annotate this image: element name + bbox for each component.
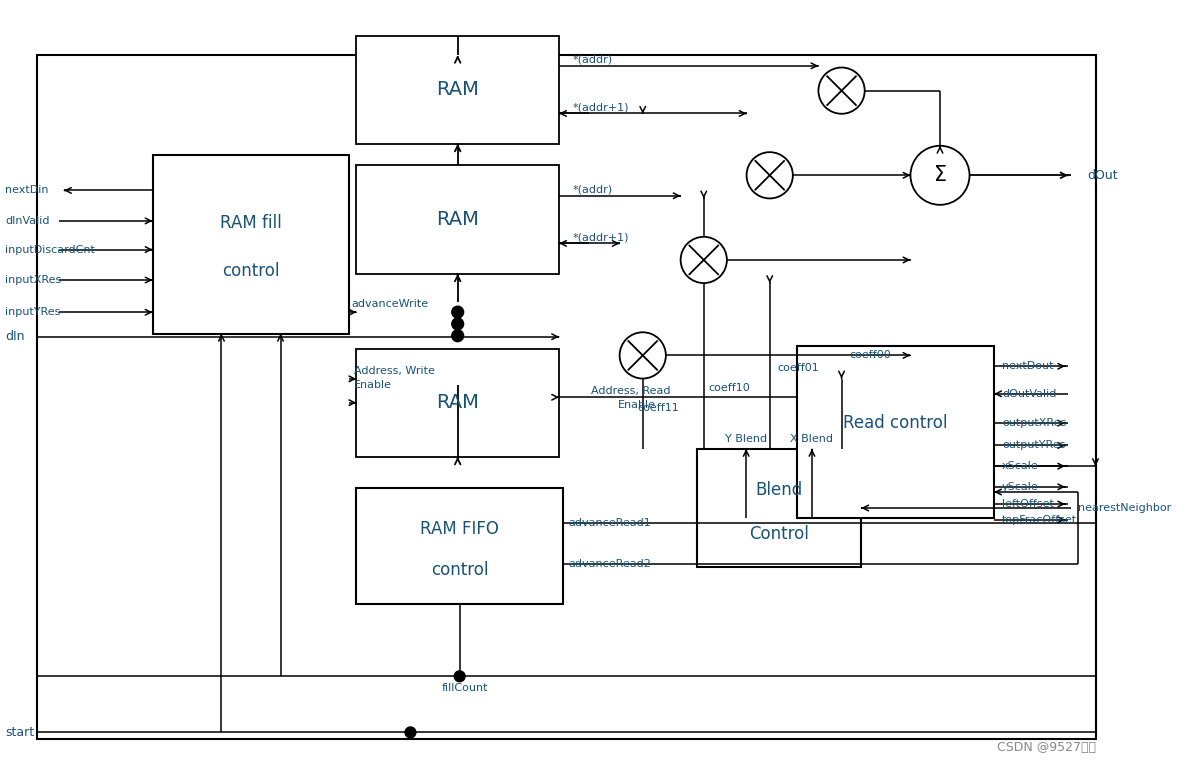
Text: Blend: Blend [756, 481, 803, 499]
Text: advanceWrite: advanceWrite [352, 299, 429, 309]
Text: nearestNeighbor: nearestNeighbor [1078, 503, 1171, 513]
Bar [356, 36, 560, 143]
Circle shape [451, 306, 463, 318]
Text: dInValid: dInValid [5, 216, 50, 226]
Text: control: control [431, 561, 488, 578]
Text: CSDN @9527华安: CSDN @9527华安 [997, 741, 1095, 754]
Circle shape [454, 671, 465, 681]
Text: Address, Read: Address, Read [590, 386, 670, 396]
Text: coeff10: coeff10 [709, 383, 751, 393]
Text: Enable: Enable [618, 400, 656, 410]
Text: topFracOffset: topFracOffset [1001, 515, 1078, 525]
Bar [356, 488, 563, 604]
Text: Enable: Enable [354, 380, 392, 390]
Text: RAM: RAM [436, 80, 479, 99]
Text: *(addr+1): *(addr+1) [573, 233, 630, 243]
Text: RAM: RAM [436, 210, 479, 229]
Circle shape [451, 318, 463, 330]
Text: dOutValid: dOutValid [1001, 389, 1056, 399]
Circle shape [910, 146, 969, 204]
Text: leftOffset: leftOffset [1001, 499, 1054, 509]
Text: nextDout: nextDout [1001, 361, 1054, 372]
Text: dIn: dIn [5, 330, 25, 343]
Text: advanceRead1: advanceRead1 [568, 518, 651, 528]
Text: yScale: yScale [1001, 481, 1038, 492]
Text: fillCount: fillCount [441, 683, 488, 693]
Bar [697, 449, 861, 567]
Circle shape [746, 152, 792, 198]
Text: *(addr+1): *(addr+1) [573, 102, 630, 113]
Circle shape [819, 67, 865, 114]
Text: control: control [222, 262, 279, 280]
Text: RAM: RAM [436, 393, 479, 412]
Bar [356, 349, 560, 457]
Circle shape [681, 237, 727, 283]
Text: X Blend: X Blend [790, 434, 834, 444]
Text: advanceRead2: advanceRead2 [568, 559, 651, 568]
Text: coeff00: coeff00 [849, 350, 891, 360]
Bar [152, 155, 349, 333]
Text: Y Blend: Y Blend [725, 434, 767, 444]
Text: coeff01: coeff01 [778, 363, 820, 373]
Circle shape [620, 332, 665, 378]
Text: inputDiscardCnt: inputDiscardCnt [5, 245, 95, 255]
Text: outputXRes: outputXRes [1001, 418, 1067, 428]
Text: RAM fill: RAM fill [220, 214, 282, 232]
Text: RAM FIFO: RAM FIFO [421, 520, 499, 538]
Text: $\Sigma$: $\Sigma$ [933, 166, 947, 185]
Text: *(addr): *(addr) [573, 55, 613, 65]
Text: *(addr): *(addr) [573, 185, 613, 195]
Text: Address, Write: Address, Write [354, 366, 435, 376]
Text: nextDin: nextDin [5, 185, 49, 195]
Text: inputYRes: inputYRes [5, 307, 61, 317]
Text: inputXRes: inputXRes [5, 275, 61, 285]
Text: coeff11: coeff11 [638, 403, 680, 413]
Bar [356, 166, 560, 274]
Text: Read control: Read control [843, 414, 948, 432]
Text: Control: Control [750, 525, 809, 543]
Text: start: start [5, 726, 34, 739]
Text: outputYRes: outputYRes [1001, 440, 1066, 450]
Circle shape [405, 727, 416, 738]
Text: dOut: dOut [1088, 169, 1118, 182]
Circle shape [451, 330, 463, 342]
Bar [797, 346, 994, 518]
Text: xScale: xScale [1001, 461, 1038, 471]
